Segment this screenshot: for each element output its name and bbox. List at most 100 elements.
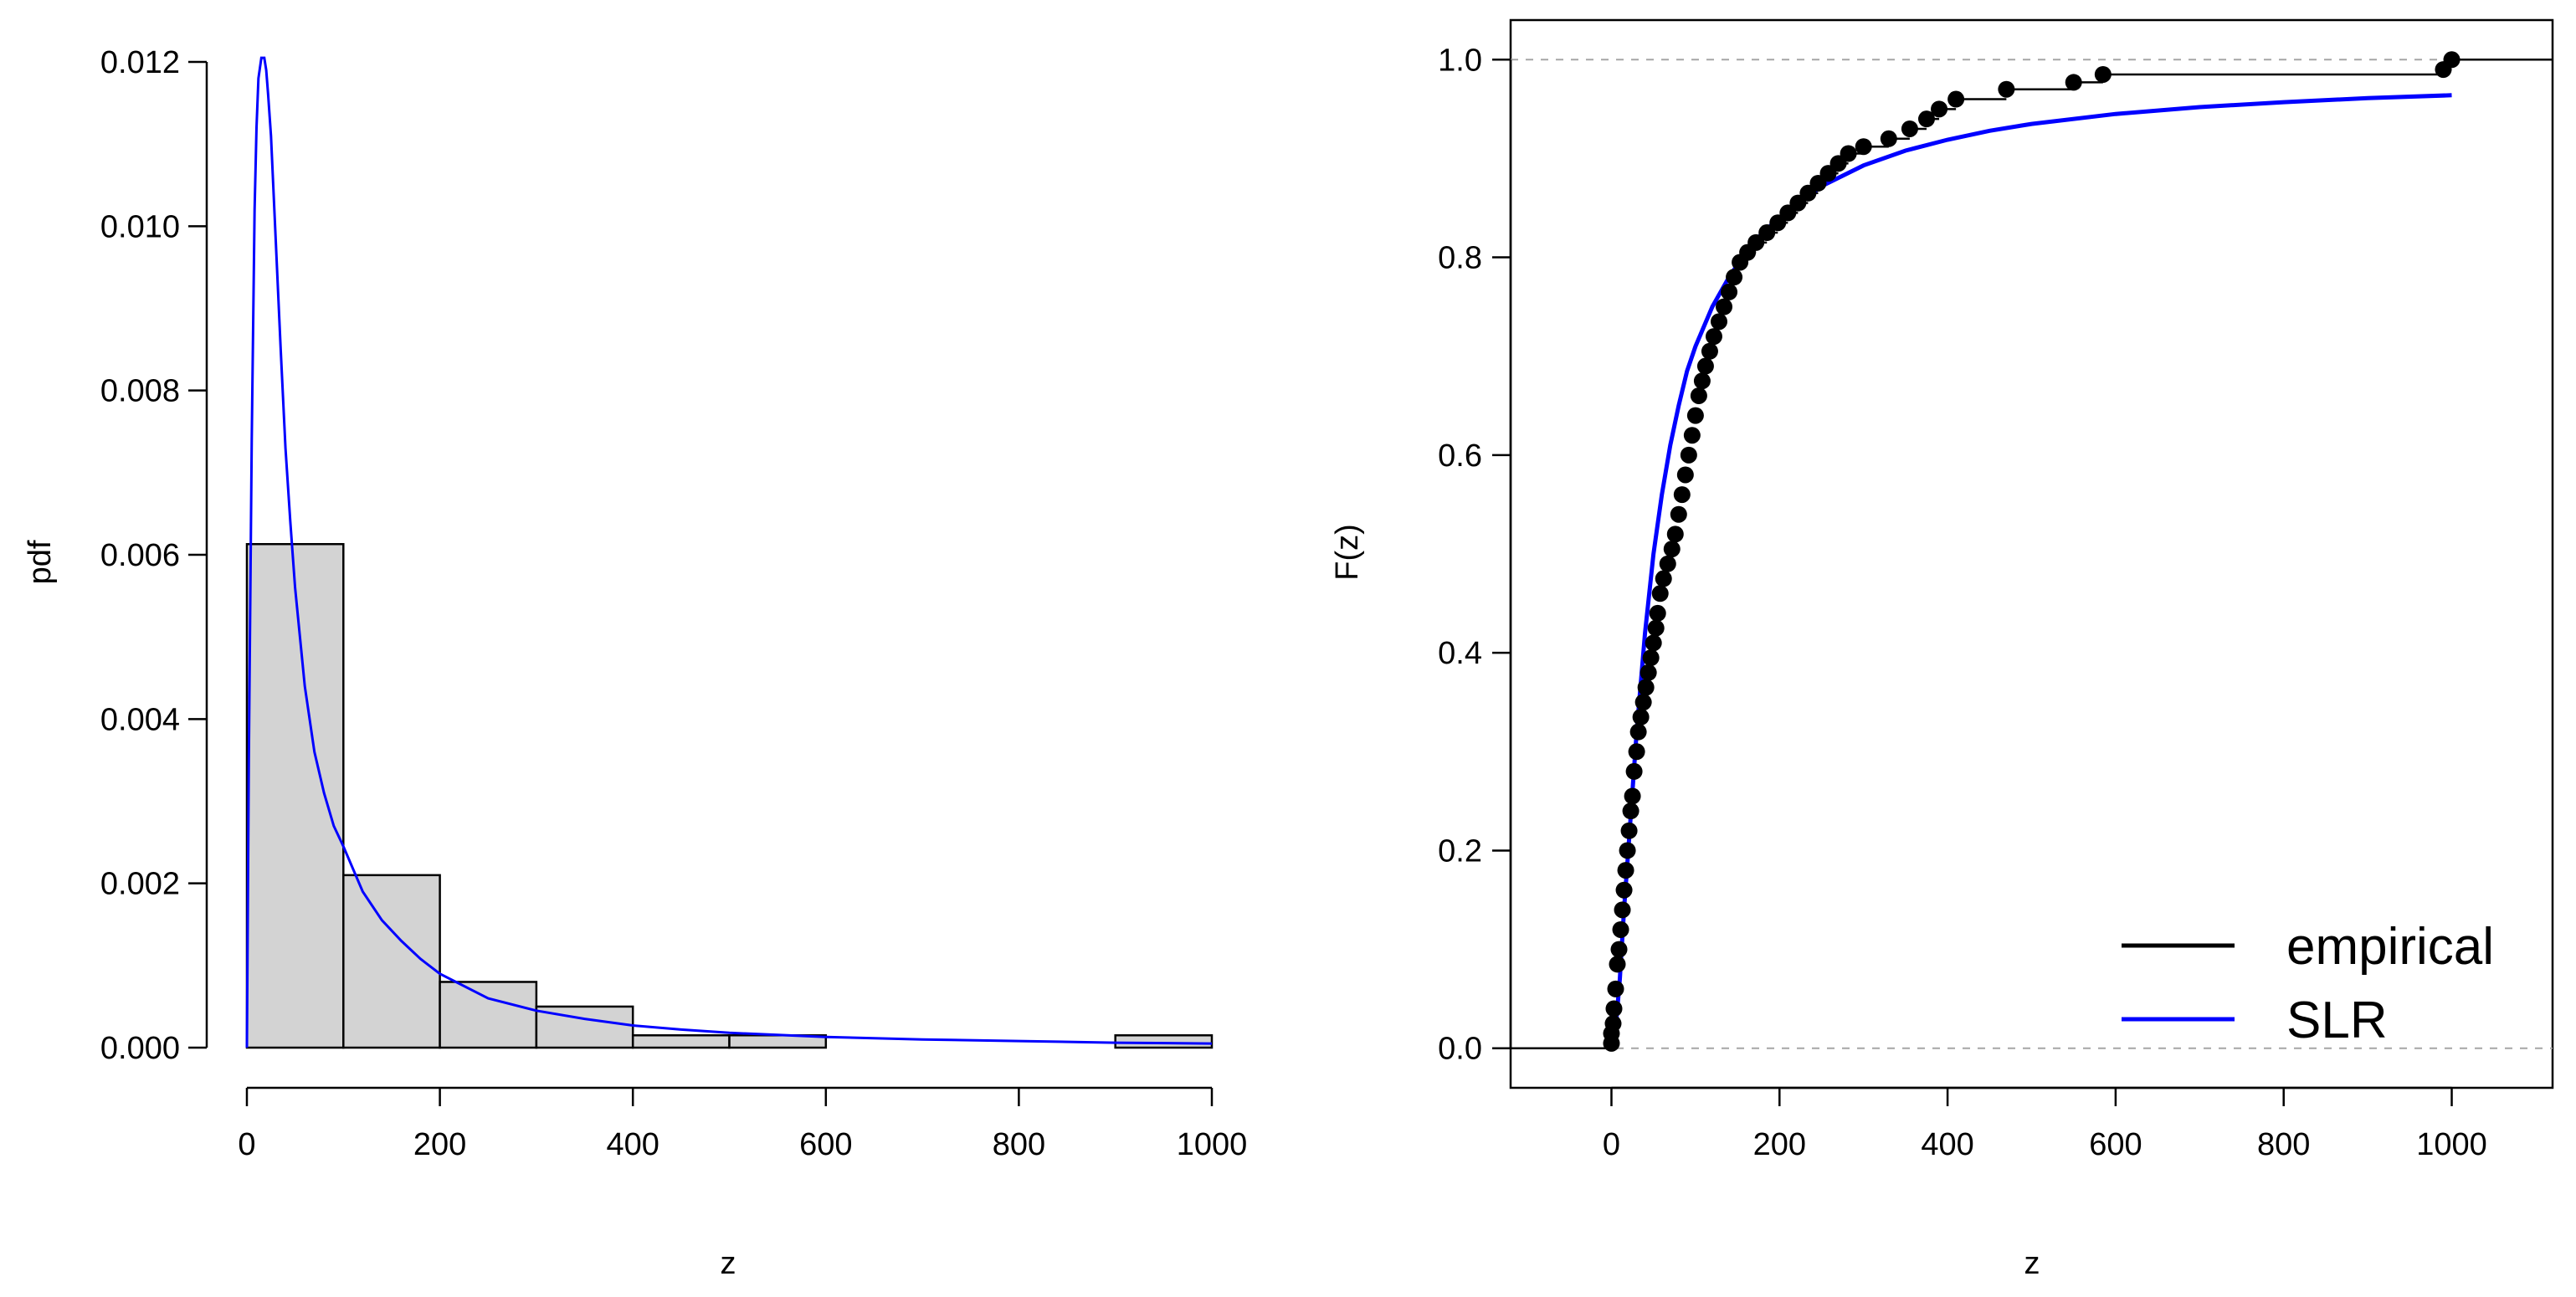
x-tick-label: 600	[799, 1127, 852, 1162]
x-tick-label: 600	[2089, 1127, 2142, 1162]
y-axis-title: pdf	[23, 540, 58, 584]
x-tick-label: 400	[1921, 1127, 1973, 1162]
y-tick-label: 0.012	[100, 45, 180, 80]
ecdf-point	[1721, 283, 1738, 300]
ecdf-point	[1670, 505, 1687, 523]
ecdf-point	[1747, 233, 1765, 251]
ecdf-point	[1659, 555, 1676, 572]
x-axis-title: z	[721, 1246, 736, 1281]
ecdf-point	[1758, 224, 1776, 242]
x-axis-title: z	[2024, 1246, 2040, 1281]
x-tick-label: 0	[238, 1127, 255, 1162]
y-tick-label: 0.006	[100, 538, 180, 573]
ecdf-point	[1619, 842, 1636, 859]
ecdf-point	[1640, 664, 1657, 681]
ecdf-point	[1726, 269, 1743, 286]
x-tick-label: 1000	[2416, 1127, 2487, 1162]
ecdf-point	[1673, 486, 1691, 504]
x-tick-label: 200	[1753, 1127, 1806, 1162]
ecdf-point	[2094, 65, 2112, 83]
ecdf-point	[1649, 604, 1666, 622]
y-tick-label: 0.004	[100, 702, 180, 737]
ecdf-point	[1642, 649, 1660, 667]
x-tick-label: 800	[2257, 1127, 2310, 1162]
ecdf-point	[1998, 80, 2015, 98]
cdf-panel: 0 200 400 600 800 1000 0.0 0.2 0.4 0.6 0.8 1.0 z F…	[1330, 18, 2554, 1281]
ecdf-point	[1647, 619, 1665, 637]
ecdf-point	[1632, 708, 1650, 725]
density-curve	[245, 56, 1213, 1048]
ecdf-point	[1716, 298, 1733, 315]
legend-label: SLR	[2286, 992, 2388, 1049]
ecdf-point	[1686, 407, 1704, 424]
x-axis-ticks: 0 200 400 600 800 1000	[1603, 1088, 2487, 1162]
ecdf-point	[1655, 570, 1672, 587]
x-tick-label: 400	[606, 1127, 659, 1162]
y-axis-ticks: 0.000 0.002 0.004 0.006 0.008 0.010 0.012	[100, 45, 207, 1066]
ecdf-point	[1625, 762, 1643, 780]
legend-label: empirical	[2286, 918, 2494, 976]
ecdf-point	[1634, 694, 1652, 711]
ecdf-point	[1701, 342, 1718, 360]
ecdf-point	[1612, 920, 1629, 938]
ecdf-point	[1917, 110, 1935, 128]
y-tick-label: 0.0	[1438, 1032, 1482, 1067]
ecdf-point	[1705, 328, 1722, 346]
ecdf-point	[2065, 74, 2082, 91]
ecdf-point	[1605, 1000, 1623, 1018]
ecdf-point	[1624, 787, 1641, 805]
ecdf-point	[1609, 956, 1626, 973]
histogram-bar-5	[631, 1034, 731, 1049]
ecdf-point	[1931, 100, 1948, 118]
slr-cdf-curve	[1609, 93, 2452, 1049]
ecdf-point	[1615, 881, 1633, 899]
ecdf-point	[1880, 130, 1897, 147]
ecdf-point	[1840, 145, 1857, 162]
x-tick-label: 200	[413, 1127, 466, 1162]
x-tick-label: 0	[1603, 1127, 1620, 1162]
ecdf-point	[1947, 90, 1965, 108]
x-tick-label: 800	[993, 1127, 1045, 1162]
ecdf-point	[1607, 980, 1624, 997]
ecdf-point	[1690, 387, 1707, 404]
ecdf-point	[1620, 822, 1638, 839]
y-tick-label: 0.010	[100, 209, 180, 244]
y-tick-label: 0.4	[1438, 636, 1482, 671]
ecdf-point	[1622, 802, 1640, 820]
ecdf-point	[1683, 427, 1701, 444]
ecdf-point	[1629, 723, 1647, 741]
ecdf-point	[1604, 1015, 1622, 1033]
empirical-cdf-points	[1603, 51, 2461, 1052]
ecdf-point	[1696, 357, 1714, 375]
ecdf-point	[1651, 585, 1669, 602]
y-axis-title: F(z)	[1330, 524, 1365, 581]
histogram-panel: 0 200 400 600 800 1000 0.0000.0020.0040.0060.…	[23, 45, 1247, 1281]
x-tick-label: 1000	[1177, 1127, 1248, 1162]
y-tick-label: 0.008	[100, 374, 180, 409]
ecdf-point	[1637, 679, 1655, 696]
y-tick-label: 0.2	[1438, 833, 1482, 869]
ecdf-point	[1614, 901, 1631, 919]
histogram-bars	[245, 542, 1214, 1049]
ecdf-point	[1680, 446, 1697, 464]
ecdf-point	[1676, 466, 1694, 484]
y-tick-label: 0.002	[100, 867, 180, 902]
ecdf-point	[1666, 525, 1684, 543]
y-tick-label: 0.000	[100, 1031, 180, 1066]
ecdf-point	[1645, 634, 1662, 652]
histogram-bar-10	[1114, 1034, 1214, 1049]
ecdf-point	[1711, 313, 1727, 331]
y-tick-label: 1.0	[1438, 43, 1482, 78]
y-tick-label: 0.8	[1438, 241, 1482, 276]
ecdf-point	[1617, 862, 1634, 879]
ecdf-point	[1628, 743, 1645, 761]
legend: empirical SLR	[2122, 918, 2494, 1049]
ecdf-point	[1693, 372, 1711, 390]
y-tick-label: 0.6	[1438, 438, 1482, 474]
histogram-bar-1	[245, 542, 345, 1049]
histogram-bar-3	[439, 981, 538, 1049]
y-axis-ticks: 0.0 0.2 0.4 0.6 0.8 1.0	[1438, 43, 1511, 1067]
ecdf-point	[1855, 138, 1872, 156]
ecdf-point	[1610, 941, 1628, 958]
